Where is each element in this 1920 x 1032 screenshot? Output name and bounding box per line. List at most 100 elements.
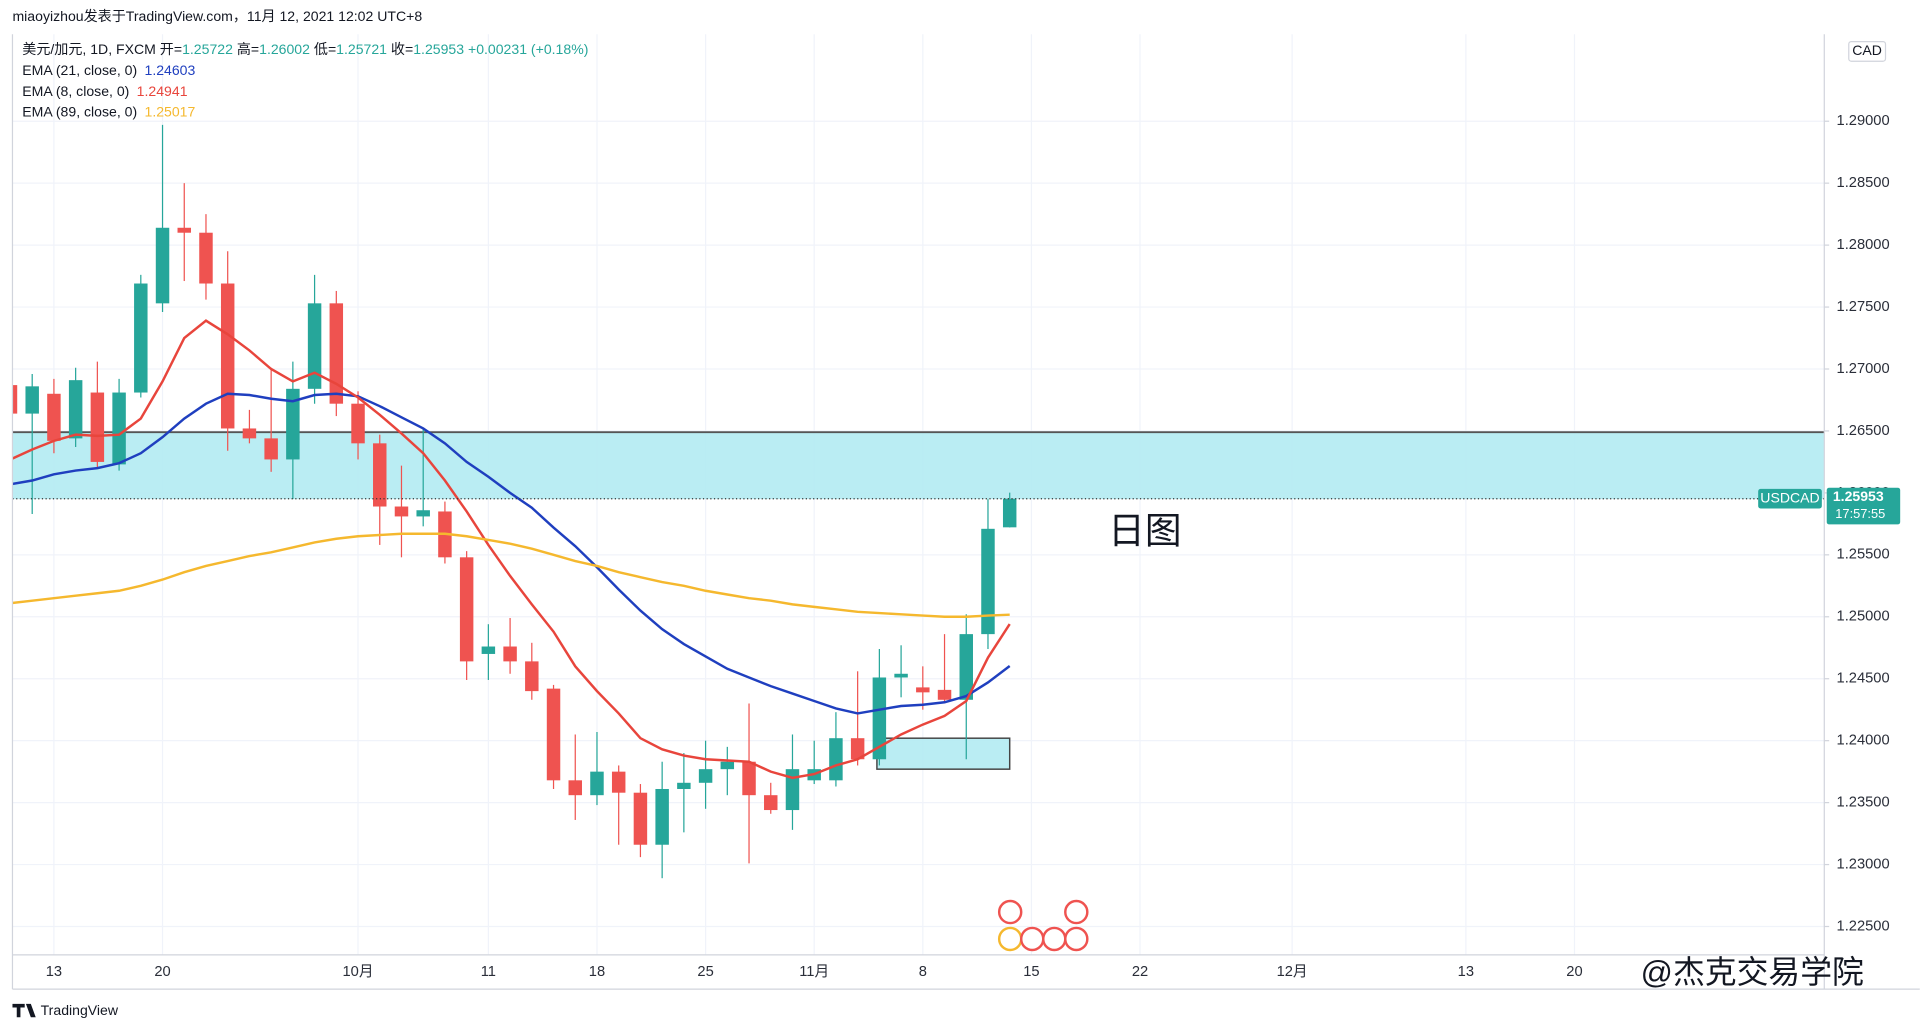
- ema-line: [12, 319, 1011, 780]
- candle-body: [68, 380, 83, 439]
- symbol-title: 美元/加元, 1D, FXCM: [22, 41, 156, 57]
- candle-body: [546, 688, 561, 781]
- event-icon: [1064, 899, 1089, 925]
- candle-body: [177, 227, 191, 233]
- candle-body: [459, 557, 474, 662]
- ema-line: [12, 392, 1011, 715]
- candle-body: [220, 283, 235, 429]
- event-icon: [1042, 926, 1067, 952]
- legend-value: 1.24941: [137, 83, 188, 99]
- ohlc-value: 1.25721: [336, 41, 387, 57]
- y-tick-label: 1.24500: [1837, 671, 1890, 687]
- x-tick-label: 8: [919, 964, 927, 980]
- candle-body: [199, 232, 213, 284]
- legend-name: EMA (21, close, 0): [22, 62, 137, 78]
- candle-body: [90, 392, 105, 462]
- legend-entry: EMA (21, close, 0) 1.24603: [22, 62, 195, 78]
- candle-body: [329, 303, 344, 404]
- candle-body: [937, 689, 952, 700]
- zones: [12, 431, 1825, 770]
- candle-body: [959, 634, 973, 700]
- candle-body: [655, 788, 669, 845]
- candle-body: [916, 687, 930, 693]
- y-tick-label: 1.26500: [1837, 423, 1890, 439]
- ohlc-label: 开=: [160, 41, 182, 57]
- ohlc-label: 收=: [391, 41, 413, 57]
- candle-body: [503, 646, 517, 662]
- y-tick-label: 1.27000: [1837, 361, 1890, 377]
- candle-body: [242, 428, 257, 439]
- candle-body: [720, 761, 735, 770]
- candle-body: [764, 795, 778, 811]
- candle-body: [525, 661, 539, 692]
- candle-body: [785, 769, 800, 811]
- brand-logo: [12, 1003, 36, 1018]
- y-tick-label: 1.29000: [1837, 113, 1890, 129]
- candle-body: [394, 506, 409, 517]
- x-tick-label: 13: [1458, 964, 1474, 980]
- ohlc-value: 1.25953: [413, 41, 464, 57]
- candle-body: [307, 303, 322, 389]
- candle-body: [134, 283, 148, 393]
- x-tick-label: 11: [481, 964, 496, 980]
- candle-body: [47, 393, 61, 441]
- x-tick-label: 18: [589, 964, 605, 980]
- y-tick-label: 1.23000: [1837, 856, 1890, 872]
- zone: [876, 737, 1011, 770]
- event-icon: [1064, 926, 1089, 952]
- ohlc-value: 1.25722: [182, 41, 233, 57]
- x-tick-label: 25: [697, 964, 713, 980]
- x-tick-label: 20: [1566, 964, 1582, 980]
- axes: 1.22500 1.23000 1.23500 1.24000 1.24500 1.250…: [46, 113, 1890, 980]
- countdown: 17:57:55: [1835, 506, 1885, 521]
- candle-body: [872, 677, 887, 760]
- y-tick-label: 1.27500: [1837, 299, 1890, 315]
- ohlc-value: 1.26002: [259, 41, 310, 57]
- zone: [12, 432, 1825, 500]
- x-tick-label: 15: [1023, 964, 1039, 980]
- legend-name: EMA (8, close, 0): [22, 83, 129, 99]
- event-icon: [997, 899, 1023, 925]
- ohlc-label: 高=: [237, 41, 259, 57]
- event-icons: [997, 899, 1089, 952]
- candle-body: [373, 443, 387, 507]
- y-tick-label: 1.25500: [1837, 547, 1890, 563]
- legend-value: 1.25017: [144, 103, 195, 119]
- candle-body: [633, 792, 648, 845]
- candle-body: [568, 780, 582, 796]
- symbol-tag: [1758, 488, 1822, 509]
- candle-body: [264, 438, 278, 460]
- legend: EMA (21, close, 0) 1.24603 EMA (8, close, …: [22, 62, 195, 120]
- candle-body: [677, 782, 691, 789]
- legend-entry: EMA (8, close, 0) 1.24941: [22, 83, 187, 99]
- currency: CAD: [1852, 42, 1882, 58]
- candle-body: [981, 528, 995, 635]
- candle-body: [416, 510, 430, 517]
- legend-name: EMA (89, close, 0): [22, 103, 137, 119]
- candle-body: [829, 738, 843, 781]
- candle-body: [481, 646, 496, 654]
- y-tick-label: 1.28000: [1837, 237, 1890, 253]
- ohlc-label: 低=: [314, 41, 336, 57]
- candle-body: [894, 673, 908, 678]
- x-tick-label: 13: [46, 964, 62, 980]
- candle-body: [112, 392, 126, 465]
- x-tick-label: 20: [154, 964, 170, 980]
- candle-body: [742, 761, 756, 796]
- x-tick-label: 11月: [799, 964, 829, 980]
- event-icon: [1019, 926, 1045, 952]
- candle-body: [698, 769, 713, 783]
- candle-body: [351, 403, 365, 444]
- candle-body: [590, 771, 604, 796]
- price-tag-label: 1.25953: [1833, 488, 1884, 504]
- x-tick-label: 12月: [1277, 964, 1308, 980]
- candle-body: [286, 388, 300, 460]
- legend-value: 1.24603: [144, 62, 195, 78]
- candle-body: [611, 771, 626, 793]
- candle-body: [25, 386, 39, 414]
- publisher: miaoyizhou发表于TradingView.com，11月 12, 202…: [12, 8, 422, 24]
- candle-body: [155, 227, 170, 304]
- x-tick-label: 10月: [343, 964, 374, 980]
